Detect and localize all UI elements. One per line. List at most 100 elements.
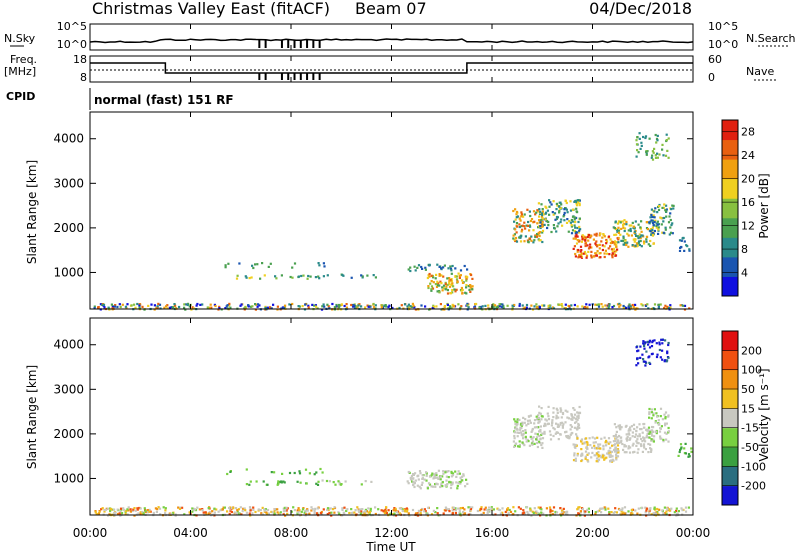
data-cell: [665, 215, 668, 218]
data-cell: [260, 512, 263, 515]
data-cell: [661, 148, 664, 151]
data-cell: [469, 508, 473, 511]
data-cell: [352, 304, 355, 307]
data-cell: [575, 207, 578, 210]
data-cell: [442, 287, 445, 290]
data-cell: [456, 472, 459, 476]
data-cell: [282, 513, 285, 516]
data-cell: [438, 284, 441, 287]
data-cell: [641, 506, 644, 509]
data-cell: [272, 303, 275, 306]
data-cell: [568, 435, 571, 439]
data-cell: [483, 508, 486, 511]
data-cell: [442, 470, 445, 473]
data-cell: [442, 266, 445, 269]
data-cell: [537, 512, 540, 515]
data-cell: [156, 508, 159, 511]
data-cell: [353, 511, 356, 514]
data-cell: [636, 136, 639, 139]
data-cell: [569, 221, 572, 224]
data-cell: [583, 250, 586, 254]
data-cell: [288, 471, 292, 475]
data-cell: [414, 269, 417, 272]
data-cell: [590, 234, 593, 237]
data-cell: [552, 213, 555, 216]
data-cell: [572, 443, 575, 446]
data-cell: [611, 250, 614, 253]
data-cell: [547, 224, 550, 227]
data-cell: [656, 152, 659, 155]
data-cell: [528, 444, 531, 447]
data-cell: [201, 303, 204, 306]
data-cell: [623, 227, 627, 230]
data-cell: [297, 507, 300, 510]
data-cell: [340, 483, 343, 486]
data-cell: [507, 512, 510, 515]
data-cell: [409, 478, 413, 481]
data-cell: [252, 266, 255, 270]
data-cell: [574, 443, 577, 446]
data-cell: [434, 283, 437, 286]
data-cell: [502, 306, 505, 309]
data-cell: [668, 509, 671, 512]
data-cell: [581, 238, 584, 241]
data-cell: [434, 511, 437, 514]
data-cell: [450, 470, 453, 473]
data-cell: [566, 410, 569, 413]
data-cell: [565, 430, 568, 433]
data-cell: [579, 228, 582, 231]
data-cell: [573, 413, 577, 416]
data-cell: [594, 303, 597, 306]
data-cell: [239, 304, 242, 307]
data-cell: [625, 223, 628, 226]
data-cell: [228, 512, 231, 515]
data-cell: [555, 431, 558, 434]
data-cell: [555, 415, 558, 419]
data-cell: [98, 510, 101, 513]
data-cell: [532, 229, 535, 232]
data-cell: [596, 250, 599, 253]
data-cell: [658, 205, 661, 208]
data-cell: [587, 452, 590, 455]
data-cell: [550, 203, 553, 206]
data-cell: [529, 225, 532, 228]
data-cell: [269, 262, 272, 265]
data-cell: [580, 448, 583, 451]
data-cell: [251, 512, 254, 515]
data-cell: [298, 472, 302, 475]
data-cell: [367, 305, 370, 308]
data-cell: [644, 440, 647, 443]
data-cell: [508, 508, 511, 512]
noise-dropout: [312, 40, 315, 48]
data-cell: [327, 305, 330, 308]
data-cell: [570, 414, 573, 417]
data-cell: [601, 236, 604, 239]
data-cell: [234, 507, 238, 510]
data-cell: [526, 419, 530, 422]
data-cell: [517, 445, 520, 448]
data-cell: [664, 416, 667, 419]
data-cell: [631, 444, 634, 447]
data-cell: [662, 220, 665, 223]
data-cell: [461, 292, 464, 295]
data-cell: [658, 508, 661, 511]
data-cell: [414, 512, 418, 515]
data-cell: [680, 446, 683, 449]
colorbar-tick-label: 200: [741, 344, 762, 357]
data-cell: [574, 237, 577, 240]
data-cell: [276, 508, 279, 511]
data-cell: [513, 238, 516, 241]
data-cell: [656, 510, 659, 513]
data-cell: [635, 234, 638, 237]
data-cell: [618, 426, 621, 429]
data-cell: [410, 475, 414, 478]
data-cell: [271, 511, 274, 514]
data-cell: [204, 511, 207, 514]
colorbar-tick-label: 16: [741, 196, 755, 209]
data-cell: [409, 269, 412, 273]
data-cell: [465, 277, 468, 280]
data-cell: [617, 226, 620, 229]
data-cell: [335, 305, 338, 308]
data-cell: [683, 447, 686, 450]
data-cell: [576, 235, 579, 238]
